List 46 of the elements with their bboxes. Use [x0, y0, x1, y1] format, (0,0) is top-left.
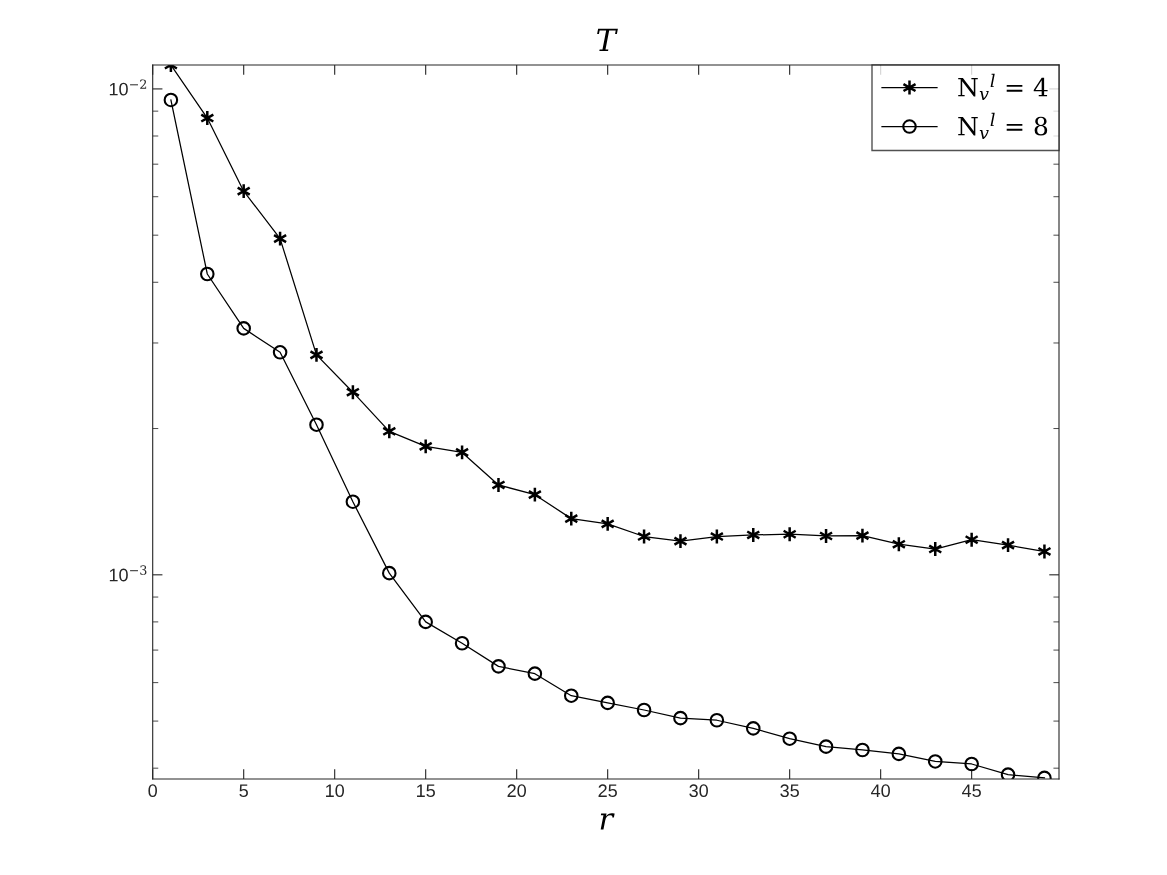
legend-label: N$_{v}$$^{l}$ = 8: [958, 112, 1048, 140]
x-axis-title: r: [600, 813, 615, 830]
point: [746, 526, 761, 544]
x-tick-label: 10: [326, 784, 345, 798]
point: [309, 417, 324, 432]
x-tick-label: 40: [871, 784, 890, 798]
point: [709, 712, 725, 728]
x-tick-label: 15: [417, 784, 435, 798]
point: [491, 659, 506, 674]
point: [927, 754, 943, 769]
point: [600, 695, 615, 711]
x-tick-label: 20: [507, 784, 527, 798]
point: [236, 321, 251, 336]
point: [200, 109, 215, 127]
point: [782, 731, 797, 746]
point: [891, 746, 907, 762]
point: [454, 635, 470, 651]
point: [818, 739, 834, 754]
point: [272, 345, 288, 360]
chart-title: T: [597, 28, 618, 52]
point: [381, 565, 397, 581]
point: [345, 494, 361, 509]
point: [636, 702, 652, 718]
legend-label: N$_{v}$$^{l}$ = 4: [958, 73, 1048, 101]
point: [382, 423, 397, 440]
x-tick-label: 45: [962, 784, 981, 798]
point: [200, 266, 215, 282]
point: [163, 92, 179, 108]
x-tick-label: 30: [689, 784, 708, 798]
point: [745, 721, 761, 736]
point: [673, 710, 688, 726]
point: [418, 614, 433, 630]
y-tick-label: 10$^{−3}$: [109, 565, 147, 582]
point: [600, 515, 615, 533]
point: [855, 742, 870, 758]
point: [491, 476, 506, 494]
x-tick-label: 25: [598, 784, 617, 798]
point: [563, 688, 579, 703]
point: [527, 666, 543, 681]
point: [1000, 767, 1016, 779]
x-tick-label: 35: [780, 784, 799, 798]
point: [309, 346, 324, 364]
y-tick-label: 10$^{−2}$: [109, 79, 147, 96]
x-tick-label: 5: [239, 784, 248, 798]
point: [964, 756, 979, 772]
x-tick-label: 0: [148, 784, 158, 798]
